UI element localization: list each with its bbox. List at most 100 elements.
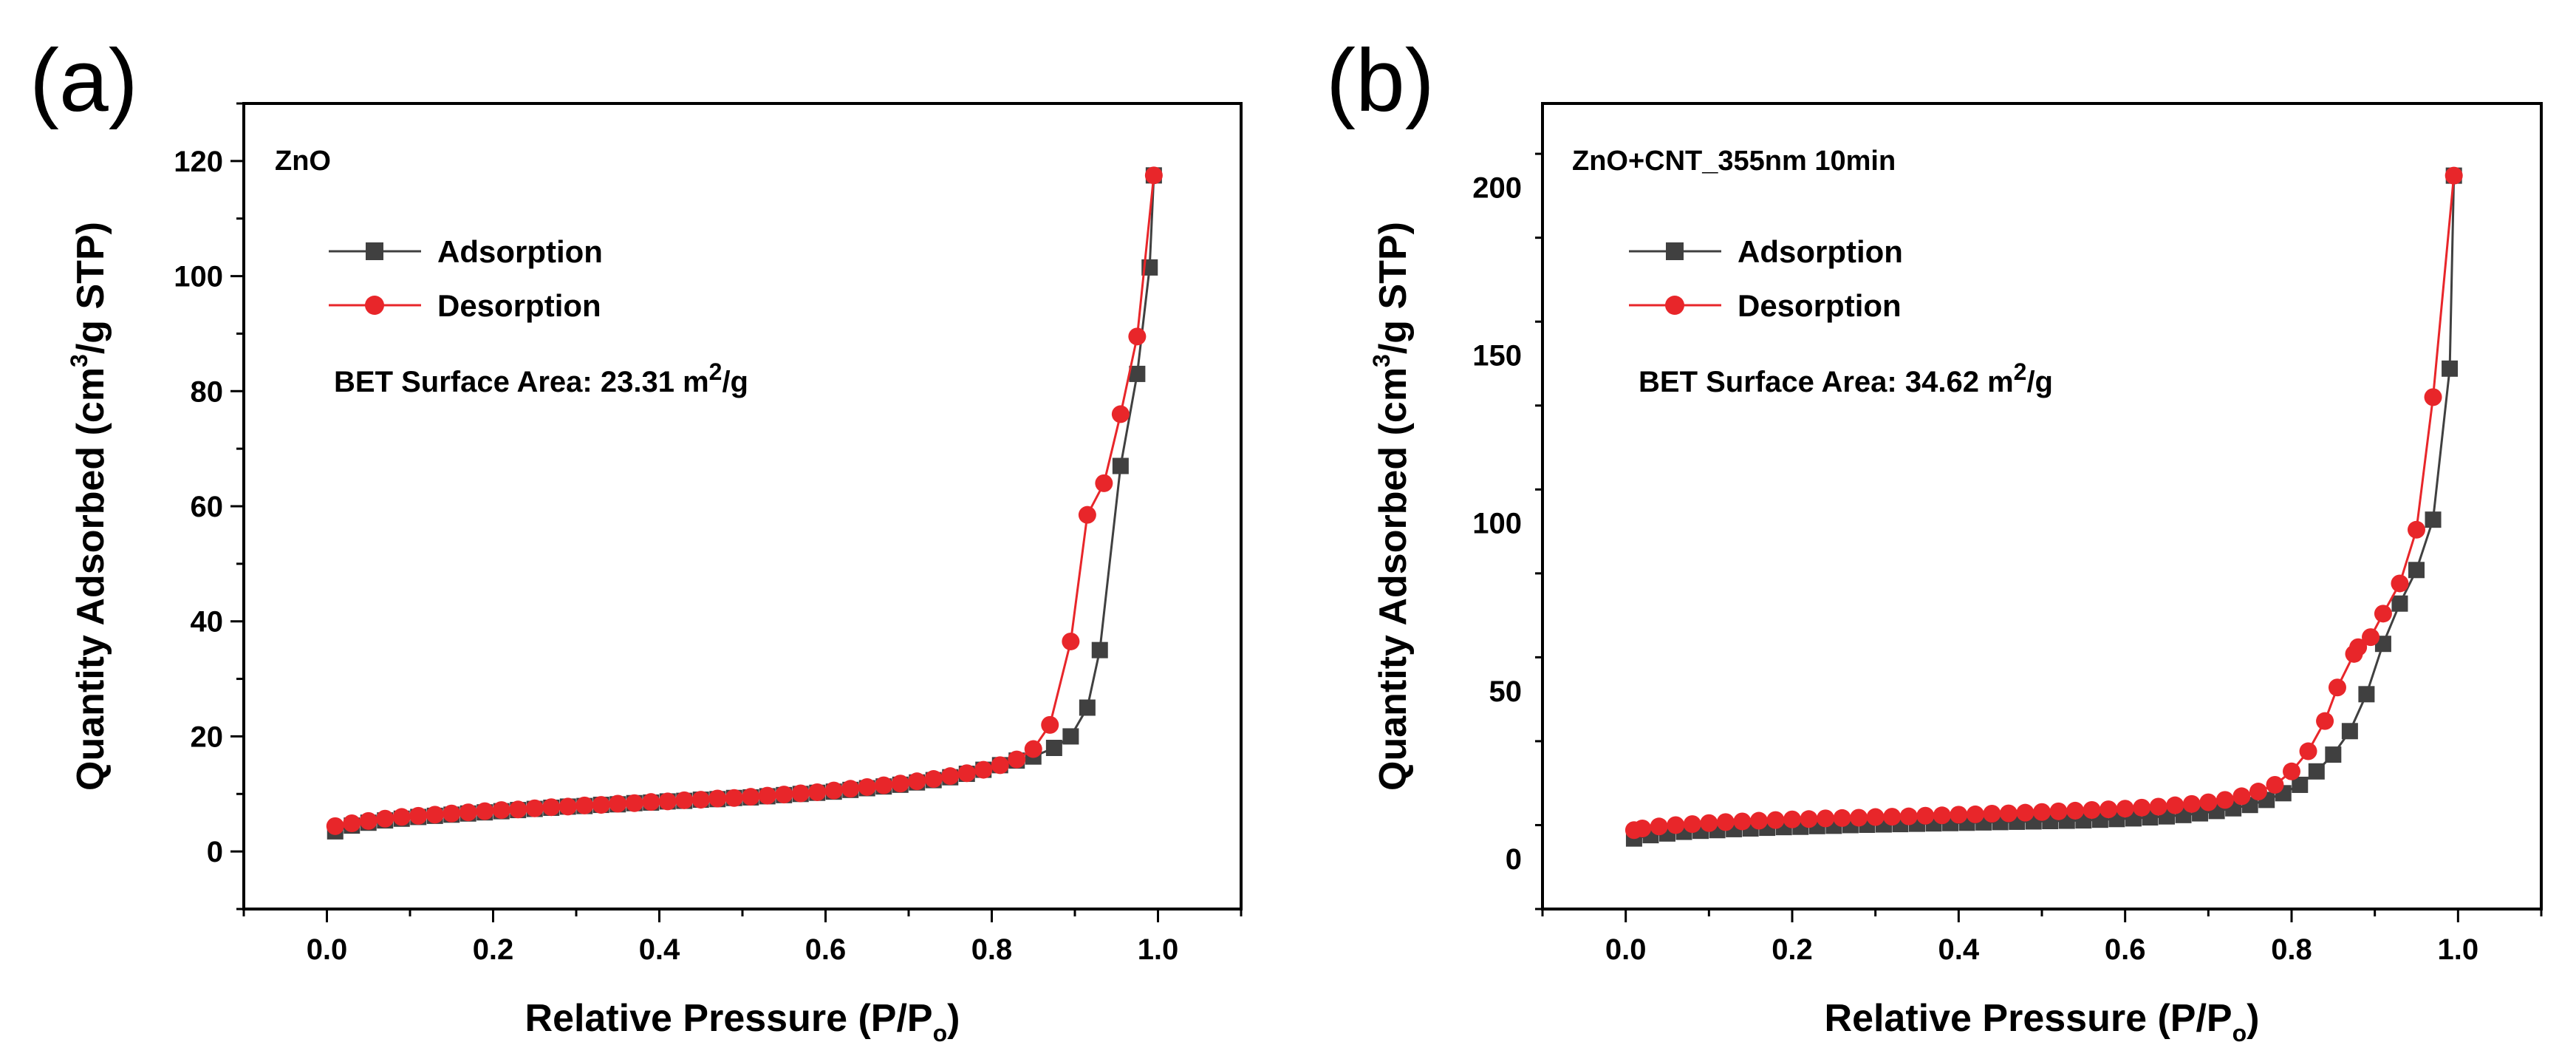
- adsorption-point: [1112, 457, 1129, 474]
- desorption-point: [509, 800, 527, 819]
- desorption-point: [758, 786, 776, 805]
- sample-label-a: ZnO: [275, 146, 331, 177]
- adsorption-point: [2442, 360, 2459, 377]
- desorption-point: [2391, 574, 2409, 593]
- desorption-point: [525, 799, 544, 817]
- adsorption-line: [335, 175, 1155, 833]
- legend-label-desorption: Desorption: [1738, 288, 1902, 323]
- desorption-point: [2362, 628, 2380, 647]
- desorption-point: [891, 775, 909, 793]
- y-axis-title-a: Quantity Adsorbed (cm3/g STP): [66, 222, 112, 791]
- xlabel-close-a: ): [947, 997, 960, 1040]
- desorption-point: [2199, 793, 2218, 811]
- desorption-point: [609, 794, 627, 813]
- series-layer-b: [1624, 166, 2463, 847]
- legend-label-adsorption: Adsorption: [437, 234, 603, 269]
- desorption-point: [2149, 797, 2167, 816]
- desorption-point: [1683, 815, 1701, 834]
- xlabel-main-a: Relative Pressure (P/P: [525, 997, 933, 1040]
- desorption-point: [1024, 740, 1042, 758]
- x-tick-label: 0.0: [1605, 933, 1647, 966]
- legend-marker-adsorption: [1666, 242, 1684, 260]
- xlabel-sub-a: o: [933, 1020, 948, 1046]
- desorption-point: [542, 798, 561, 817]
- desorption-point: [392, 808, 411, 826]
- desorption-point: [824, 781, 843, 800]
- desorption-point: [1624, 821, 1643, 840]
- legend-marker-desorption: [365, 296, 384, 315]
- desorption-point: [1850, 809, 1868, 827]
- series-layer-a: [326, 166, 1163, 840]
- adsorption-point: [2408, 562, 2425, 579]
- adsorption-point: [2425, 511, 2442, 528]
- x-tick-label: 0.4: [639, 933, 680, 966]
- y-tick-label: 150: [1472, 340, 1522, 372]
- desorption-point: [691, 791, 710, 809]
- desorption-point: [908, 772, 926, 791]
- desorption-point: [1111, 405, 1130, 423]
- x-tick-label: 0.0: [307, 933, 348, 966]
- ylabel-prefix-a: Quantity Adsorbed (cm: [69, 367, 112, 791]
- desorption-point: [1667, 816, 1685, 834]
- desorption-point: [2249, 783, 2267, 801]
- ylabel-prefix-b: Quantity Adsorbed (cm: [1372, 367, 1415, 791]
- bet-text-b: BET Surface Area: 34.62 m: [1639, 366, 2014, 398]
- desorption-point: [1800, 810, 1818, 828]
- desorption-point: [1062, 632, 1080, 650]
- legend-a: Adsorption Desorption: [329, 234, 603, 323]
- desorption-point: [775, 786, 793, 804]
- legend-marker-adsorption: [366, 242, 383, 260]
- y-tick-label: 200: [1472, 172, 1522, 205]
- desorption-point: [558, 797, 577, 816]
- y-tick-label: 0: [207, 836, 223, 868]
- desorption-point: [1966, 805, 1984, 823]
- adsorption-point: [1062, 728, 1079, 745]
- desorption-point: [2116, 800, 2134, 818]
- desorption-point: [1078, 506, 1096, 524]
- desorption-point: [492, 801, 510, 820]
- ylabel-suffix-a: /g STP): [69, 222, 112, 354]
- adsorption-point: [2341, 723, 2358, 740]
- desorption-point: [1883, 808, 1902, 826]
- desorption-point: [1733, 812, 1752, 831]
- desorption-point: [2328, 678, 2346, 697]
- desorption-point: [924, 770, 943, 789]
- desorption-line: [335, 175, 1155, 828]
- x-tick-label: 0.2: [1772, 933, 1813, 966]
- x-tick-label: 0.2: [473, 933, 514, 966]
- x-tick-label: 0.6: [2105, 933, 2146, 966]
- desorption-point: [426, 806, 444, 824]
- desorption-point: [2215, 791, 2234, 809]
- adsorption-point: [2292, 776, 2309, 793]
- y-tick-label: 100: [174, 261, 223, 293]
- desorption-point: [675, 791, 694, 809]
- desorption-point: [2182, 794, 2201, 813]
- desorption-point: [459, 803, 477, 822]
- desorption-point: [359, 811, 377, 830]
- desorption-point: [1817, 809, 1835, 828]
- adsorption-point: [1129, 365, 1146, 382]
- desorption-point: [742, 788, 760, 806]
- desorption-point: [1144, 166, 1163, 185]
- desorption-point: [592, 796, 610, 814]
- desorption-point: [1950, 806, 1968, 824]
- desorption-point: [2345, 644, 2363, 663]
- desorption-point: [476, 802, 494, 820]
- desorption-point: [708, 789, 727, 808]
- desorption-point: [991, 756, 1009, 775]
- desorption-point: [2374, 605, 2392, 623]
- y-tick-label: 0: [1506, 843, 1522, 876]
- desorption-point: [2049, 802, 2068, 820]
- adsorption-point: [2325, 746, 2342, 763]
- desorption-point: [1933, 806, 1951, 825]
- y-ticks-b: 0 50 100 150 200: [1472, 152, 1542, 910]
- desorption-point: [841, 780, 860, 798]
- ylabel-sup-a: 3: [66, 354, 92, 367]
- desorption-point: [1999, 804, 2018, 823]
- desorption-point: [858, 777, 876, 796]
- adsorption-point: [2358, 686, 2375, 703]
- adsorption-line: [1633, 175, 2456, 840]
- desorption-point: [2232, 787, 2251, 806]
- desorption-point: [808, 783, 827, 801]
